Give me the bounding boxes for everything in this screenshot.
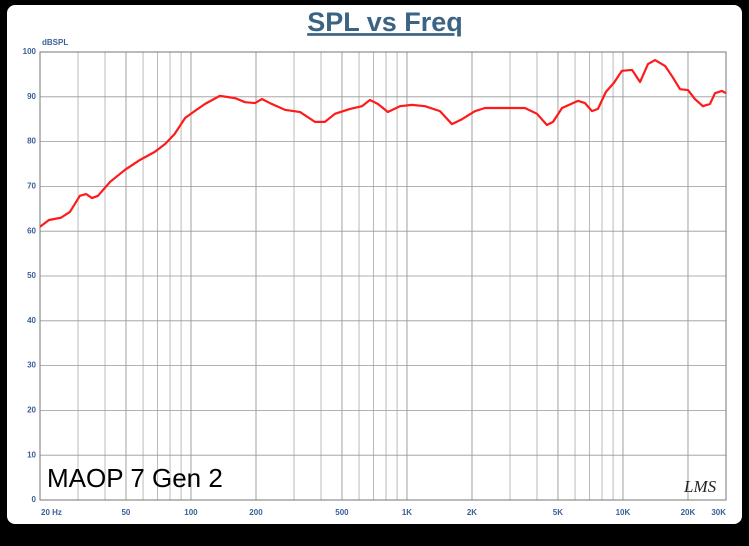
x-tick-label: 20 Hz <box>41 508 62 517</box>
y-tick-label: 30 <box>27 361 36 370</box>
x-tick-label: 500 <box>335 508 349 517</box>
x-tick-label: 50 <box>121 508 130 517</box>
chart-title: SPL vs Freq <box>307 7 463 37</box>
x-tick-label: 10K <box>616 508 631 517</box>
y-axis-label: dBSPL <box>42 38 68 47</box>
y-tick-label: 60 <box>27 226 36 235</box>
y-tick-label: 100 <box>23 47 37 56</box>
x-tick-label: 1K <box>402 508 412 517</box>
x-tick-label: 5K <box>553 508 563 517</box>
annotation: MAOP 7 Gen 2 <box>47 463 223 493</box>
y-tick-label: 40 <box>27 316 36 325</box>
x-tick-label: 2K <box>467 508 477 517</box>
y-tick-label: 10 <box>27 450 36 459</box>
x-tick-label: 100 <box>184 508 198 517</box>
y-tick-label: 90 <box>27 92 36 101</box>
x-tick-label: 30K <box>711 508 726 517</box>
spl-line <box>39 58 727 228</box>
y-tick-label: 70 <box>27 182 36 191</box>
y-tick-label: 50 <box>27 271 36 280</box>
y-tick-label: 0 <box>32 495 37 504</box>
x-tick-label: 200 <box>249 508 263 517</box>
panel <box>7 5 742 524</box>
y-tick-label: 80 <box>27 137 36 146</box>
x-tick-label: 20K <box>681 508 696 517</box>
plot-frame <box>39 51 727 501</box>
logo: LMS <box>683 477 717 496</box>
y-tick-label: 20 <box>27 406 36 415</box>
